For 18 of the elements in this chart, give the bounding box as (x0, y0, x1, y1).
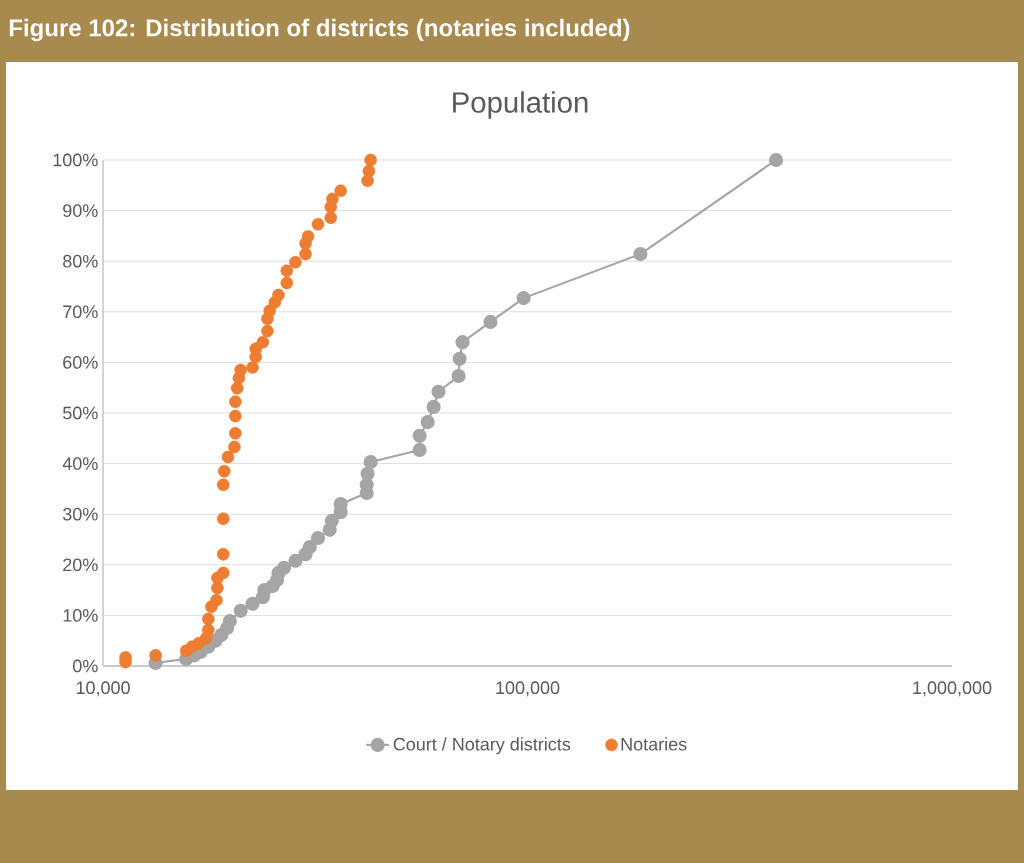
y-tick-label: 10% (63, 609, 98, 622)
y-tick-label: 40% (62, 457, 98, 470)
chart-title: Figure 102: Distribution of districts (notaries included) (9, 18, 630, 42)
x-tick-label: 10,000 (76, 681, 130, 697)
y-tick-label: 90% (63, 204, 98, 217)
y-tick-label: 30% (62, 507, 98, 521)
y-tick-label: 100% (53, 153, 98, 167)
x-tick-label: 100,000 (496, 681, 560, 697)
y-tick-label: 0% (73, 659, 98, 673)
legend-label: Notaries (621, 737, 687, 751)
y-tick-label: 20% (63, 558, 98, 572)
y-tick-label: 80% (63, 254, 98, 268)
chart-subtitle: Population (453, 91, 588, 119)
y-tick-label: 50% (63, 406, 98, 420)
legend-label: Court / Notary districts (393, 737, 571, 755)
y-tick-label: 70% (63, 305, 98, 319)
x-tick-label: 1,000,000 (913, 681, 992, 697)
y-tick-label: 60% (63, 356, 98, 369)
